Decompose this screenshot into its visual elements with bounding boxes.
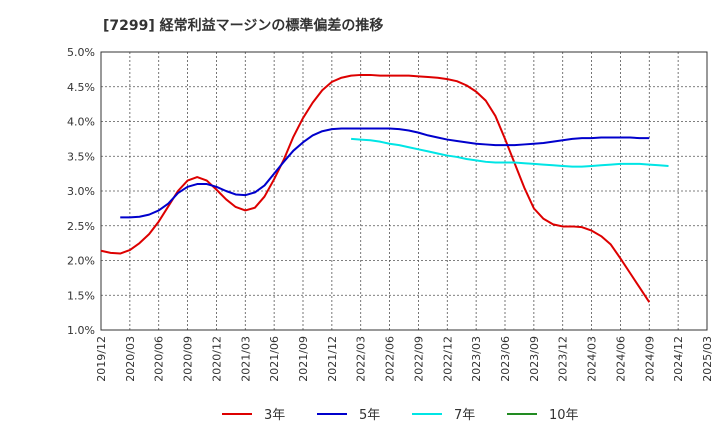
x-tick-label: 2022/06	[384, 336, 397, 382]
x-tick-label: 2019/12	[95, 336, 108, 382]
x-tick-label: 2024/03	[586, 336, 599, 382]
grid	[100, 51, 708, 331]
series-line-3年	[100, 73, 651, 303]
chart-title: [7299] 経常利益マージンの標準偏差の推移	[103, 17, 383, 34]
y-tick-label: 4.5%	[67, 81, 95, 94]
x-tick-label: 2021/09	[297, 336, 310, 382]
y-axis: 1.0% 1.5% 2.0% 2.5% 3.0% 3.5% 4.0% 4.5% 5.0%	[67, 46, 95, 337]
y-tick-label: 4.0%	[67, 116, 95, 129]
y-tick-label: 3.5%	[67, 150, 95, 163]
x-tick-label: 2022/12	[441, 336, 454, 382]
series-line-7年	[351, 137, 669, 168]
y-tick-label: 2.5%	[67, 220, 95, 233]
y-tick-label: 2.0%	[67, 255, 95, 268]
x-tick-label: 2020/03	[124, 336, 137, 382]
x-tick-label: 2023/03	[470, 336, 483, 382]
x-tick-label: 2020/12	[210, 336, 223, 382]
x-tick-label: 2022/09	[412, 336, 425, 382]
y-tick-label: 3.0%	[67, 185, 95, 198]
legend-label: 10年	[549, 408, 579, 423]
y-tick-label: 5.0%	[67, 46, 95, 59]
legend-label: 3年	[264, 408, 285, 423]
x-tick-label: 2024/12	[672, 336, 685, 382]
legend-label: 5年	[359, 408, 380, 423]
x-tick-label: 2021/03	[239, 336, 252, 382]
x-tick-label: 2025/03	[701, 336, 714, 382]
x-tick-label: 2023/12	[557, 336, 570, 382]
legend-label: 7年	[454, 408, 475, 423]
y-tick-label: 1.5%	[67, 289, 95, 302]
x-tick-label: 2024/09	[643, 336, 656, 382]
x-axis: 2019/12 2020/03 2020/06 2020/09 2020/12 2021/…	[95, 336, 714, 382]
x-tick-label: 2020/06	[153, 336, 166, 382]
x-tick-label: 2021/12	[326, 336, 339, 382]
x-tick-label: 2024/06	[614, 336, 627, 382]
legend: 3年 5年 7年 10年	[222, 408, 579, 423]
x-tick-label: 2020/09	[182, 336, 195, 382]
plot-area	[100, 51, 708, 331]
x-tick-label: 2022/03	[355, 336, 368, 382]
y-tick-label: 1.0%	[67, 324, 95, 337]
x-tick-label: 2021/06	[268, 336, 281, 382]
series-layer	[100, 73, 669, 303]
x-tick-label: 2023/06	[499, 336, 512, 382]
series-line-5年	[120, 127, 650, 219]
x-tick-label: 2023/09	[528, 336, 541, 382]
